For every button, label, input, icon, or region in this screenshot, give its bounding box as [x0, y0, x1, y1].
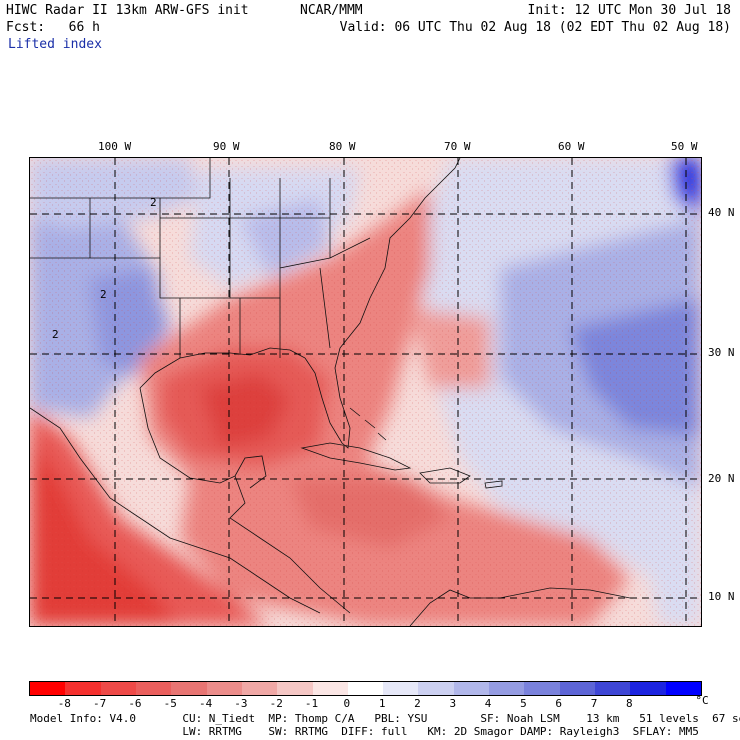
color-scale-tick: 1: [378, 697, 386, 710]
color-scale-tick: -4: [198, 697, 213, 710]
color-scale-tick: 3: [449, 697, 457, 710]
contour-label: 2: [52, 328, 59, 341]
color-swatch: [453, 682, 490, 695]
model-title: HIWC Radar II 13km ARW-GFS init: [6, 3, 249, 18]
color-scale-tick: 4: [484, 697, 492, 710]
color-swatch: [559, 682, 595, 695]
field-name: Lifted index: [8, 37, 102, 52]
valid-time: Valid: 06 UTC Thu 02 Aug 18 (02 EDT Thu …: [339, 20, 731, 35]
color-scale-tick: 5: [520, 697, 527, 710]
color-swatch: [241, 682, 278, 695]
lon-label-50w: 50 W: [671, 140, 698, 153]
lifted-index-map: 2 2 2: [29, 157, 702, 627]
color-swatch: [383, 682, 419, 695]
color-scale-tick: 7: [590, 697, 598, 710]
color-scale-tick: -2: [269, 697, 283, 710]
color-scale-bar: [29, 681, 702, 696]
color-swatch: [489, 682, 525, 695]
lat-label-30n: 30 N: [708, 346, 735, 359]
color-swatch: [100, 682, 136, 695]
color-scale-tick: 8: [626, 697, 633, 710]
color-swatch: [418, 682, 454, 695]
color-swatch: [595, 682, 631, 695]
model-info-line2: LW: RRTMG SW: RRTMG DIFF: full KM: 2D Sm…: [30, 725, 699, 738]
forecast-hour: Fcst: 66 h: [6, 20, 100, 35]
color-scale-tick: -5: [163, 697, 177, 710]
init-time: Init: 12 UTC Mon 30 Jul 18: [527, 3, 732, 18]
color-scale-tick: -6: [128, 697, 142, 710]
color-swatch: [665, 682, 701, 695]
map-canvas: 2 2 2: [30, 158, 701, 626]
color-swatch: [277, 682, 313, 695]
organization: NCAR/MMM: [300, 3, 363, 18]
graticule: [30, 158, 701, 626]
color-swatch: [347, 682, 384, 695]
color-swatch: [312, 682, 348, 695]
coastlines: [30, 158, 631, 626]
lat-label-40n: 40 N: [708, 206, 735, 219]
lat-label-20n: 20 N: [708, 472, 735, 485]
color-scale-tick: 2: [414, 697, 421, 710]
color-swatch: [65, 682, 101, 695]
lon-label-60w: 60 W: [558, 140, 585, 153]
unit-label: °C: [695, 694, 709, 707]
contour-label: 2: [100, 288, 107, 301]
color-swatch: [630, 682, 666, 695]
color-swatch: [171, 682, 207, 695]
lon-label-70w: 70 W: [444, 140, 471, 153]
color-scale-tick: 0: [343, 697, 351, 710]
color-swatch: [206, 682, 242, 695]
color-scale-tick: -7: [93, 697, 107, 710]
contour-label: 2: [150, 196, 157, 209]
color-scale-tick: -8: [57, 697, 71, 710]
color-swatch: [135, 682, 172, 695]
color-scale-tick: -1: [304, 697, 319, 710]
lon-label-100w: 100 W: [98, 140, 132, 153]
lon-label-90w: 90 W: [213, 140, 240, 153]
color-swatch: [524, 682, 560, 695]
model-info-line1: Model Info: V4.0 CU: N_Tiedt MP: Thomp C…: [30, 712, 740, 725]
color-swatch: [30, 682, 66, 695]
lat-label-10n: 10 N: [708, 590, 735, 603]
color-scale-tick: 6: [555, 697, 563, 710]
lon-label-80w: 80 W: [329, 140, 356, 153]
color-scale-tick: -3: [234, 697, 248, 710]
